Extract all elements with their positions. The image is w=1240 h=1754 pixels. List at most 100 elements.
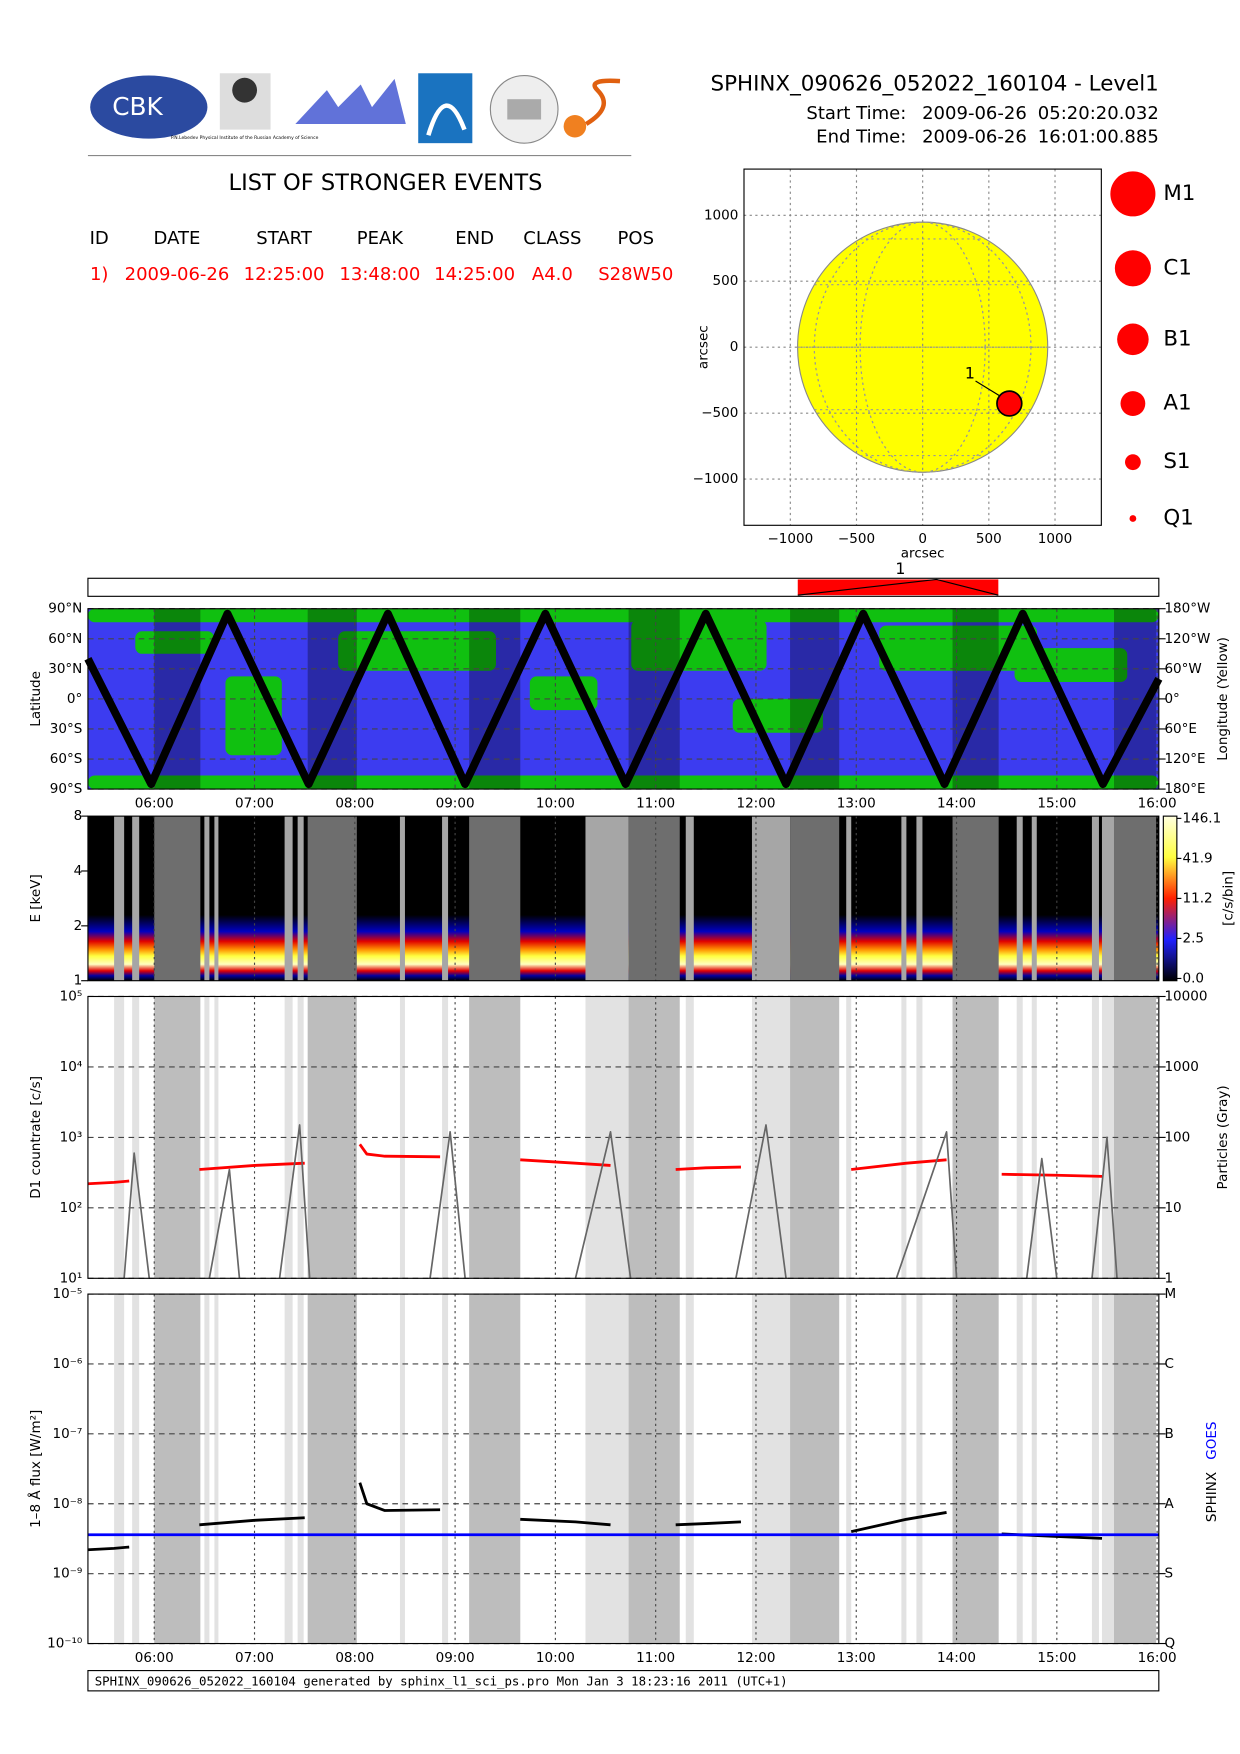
- night-band: [628, 816, 680, 981]
- x-tick-label: 11:00: [636, 796, 675, 812]
- axis-label: Particles (Gray): [1215, 1085, 1231, 1189]
- light-band: [846, 816, 852, 981]
- y-tick-label: 10: [1164, 1200, 1181, 1216]
- colorbar: [1162, 815, 1178, 982]
- footer: SPHINX_090626_052022_160104 generated by…: [95, 1673, 788, 1688]
- portrait-head: [232, 77, 258, 103]
- logo-arc: [426, 103, 467, 136]
- column-header: START: [256, 228, 313, 249]
- y-tick-label: 180°E: [1164, 781, 1205, 797]
- light-band: [214, 996, 219, 1279]
- axis-label: GOES: [1204, 1422, 1220, 1460]
- x-tick-label: 07:00: [235, 1650, 274, 1666]
- light-band: [1016, 996, 1023, 1279]
- event-cell: 14:25:00: [434, 264, 515, 285]
- x-tick-label: 14:00: [937, 796, 976, 812]
- night-band: [154, 816, 201, 981]
- x-tick-label: 1000: [1038, 531, 1072, 547]
- light-band: [901, 1294, 907, 1644]
- column-header: POS: [618, 228, 654, 249]
- x-tick-label: 07:00: [235, 796, 274, 812]
- x-tick-label: 09:00: [436, 796, 475, 812]
- legend-label: A1: [1163, 391, 1191, 416]
- point-label: 1: [965, 364, 975, 383]
- y-tick-label: 10⁻¹⁰: [47, 1636, 82, 1652]
- start-date: 2009-06-26: [922, 103, 1027, 124]
- y-tick-label: 0°: [1164, 691, 1179, 707]
- light-band: [916, 816, 923, 981]
- x-tick-label: 08:00: [335, 796, 374, 812]
- y-tick-label: M: [1164, 1286, 1176, 1302]
- night-band: [154, 1294, 201, 1644]
- events-title: LIST OF STRONGER EVENTS: [229, 170, 543, 196]
- light-band: [204, 1294, 210, 1644]
- sun-meridian: [813, 221, 1032, 473]
- y-tick-label: 2: [74, 918, 83, 934]
- x-tick-label: 0: [918, 531, 927, 547]
- x-tick-label: 09:00: [436, 1650, 475, 1666]
- column-header: DATE: [154, 228, 201, 249]
- light-band: [132, 1294, 140, 1644]
- light-band: [1031, 816, 1037, 981]
- legend-size-marker: [1117, 323, 1149, 356]
- x-tick-label: 15:00: [1037, 1650, 1076, 1666]
- logo-swoosh: [584, 78, 621, 126]
- y-tick-label: 10²: [60, 1200, 83, 1216]
- night-band: [790, 816, 840, 981]
- end-time: 16:01:00.885: [1038, 127, 1159, 148]
- plot-frame: [87, 995, 1160, 1279]
- night-band: [790, 1294, 840, 1644]
- y-tick-label: 10000: [1164, 988, 1207, 1004]
- event-cell: 1): [90, 264, 109, 285]
- legend-size-marker: [1110, 171, 1156, 217]
- y-axis-label: arcsec: [695, 325, 711, 369]
- x-tick-label: −500: [838, 531, 875, 547]
- event-point: [996, 390, 1023, 417]
- y-tick-label: 10⁻⁷: [53, 1426, 83, 1442]
- night-band: [952, 816, 999, 981]
- light-band: [846, 1294, 852, 1644]
- x-tick-label: 06:00: [135, 796, 174, 812]
- y-tick-label: −1000: [693, 471, 739, 487]
- night-band: [307, 1294, 357, 1644]
- night-band: [469, 1294, 521, 1644]
- y-tick-label: 1: [1164, 1270, 1173, 1286]
- y-tick-label: S: [1164, 1566, 1173, 1582]
- logos: CBK P.N.Lebedev Physical Institute of th…: [87, 73, 632, 157]
- event-cell: 2009-06-26: [125, 264, 230, 285]
- x-tick-label: 13:00: [837, 1650, 876, 1666]
- colorbar-tick-label: 2.5: [1182, 930, 1204, 946]
- night-band: [307, 816, 357, 981]
- y-tick-label: 60°E: [1164, 721, 1197, 737]
- light-band: [585, 816, 629, 981]
- light-band: [442, 1294, 449, 1644]
- light-band: [1091, 816, 1099, 981]
- column-header: CLASS: [523, 228, 581, 249]
- event-peak: [797, 578, 999, 596]
- light-band: [751, 1294, 791, 1644]
- logo-text: CBK: [112, 92, 163, 121]
- series-line: [123, 1124, 1118, 1279]
- light-band: [284, 996, 293, 1279]
- y-tick-label: 0: [730, 339, 739, 355]
- x-tick-label: 06:00: [135, 1650, 174, 1666]
- y-tick-label: 120°E: [1164, 751, 1205, 767]
- y-tick-label: 0°: [67, 691, 82, 707]
- y-tick-label: 60°S: [50, 751, 83, 767]
- x-tick-label: 15:00: [1037, 796, 1076, 812]
- plot-frame: [87, 608, 1160, 790]
- light-band: [114, 1294, 125, 1644]
- light-band: [284, 816, 293, 981]
- y-tick-label: 60°N: [48, 631, 82, 647]
- light-band: [297, 1294, 304, 1644]
- map-land: [1014, 648, 1128, 682]
- y-tick-label: Q: [1164, 1636, 1175, 1652]
- light-band: [132, 996, 140, 1279]
- map-land: [87, 608, 1159, 623]
- legend-label: C1: [1163, 255, 1192, 280]
- light-band: [916, 1294, 923, 1644]
- x-tick-label: 16:00: [1138, 796, 1177, 812]
- legend-label: S1: [1163, 449, 1190, 474]
- axis-label: Longitude (Yellow): [1215, 637, 1231, 761]
- axis-label: D1 countrate [c/s]: [28, 1076, 44, 1199]
